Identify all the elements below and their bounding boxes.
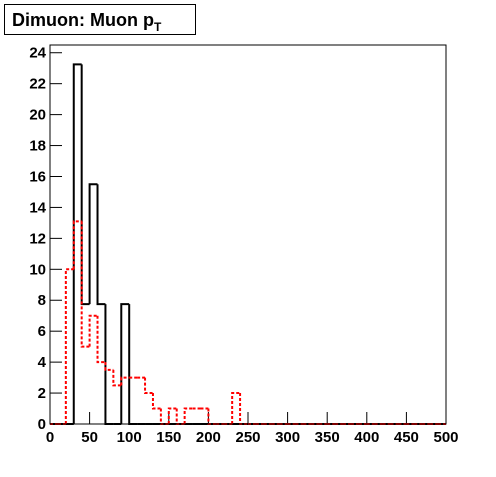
y-tick-label: 18	[29, 138, 46, 155]
axis-frame	[49, 44, 447, 425]
y-tick-label: 0	[38, 416, 46, 433]
x-tick-label: 200	[196, 429, 221, 446]
histogram-bin	[231, 392, 241, 424]
histogram-bin	[167, 407, 177, 424]
y-tick-label: 14	[29, 199, 46, 216]
histogram-bin	[80, 221, 90, 348]
x-tick-label: 350	[315, 429, 340, 446]
x-tick-label: 100	[117, 429, 142, 446]
y-tick-label: 22	[29, 76, 46, 93]
y-tick-label: 16	[29, 168, 46, 185]
histogram-bin	[104, 362, 114, 371]
y-tick-label: 4	[38, 354, 47, 371]
title-main: Dimuon: Muon p	[12, 10, 154, 30]
y-tick-label: 2	[38, 385, 46, 402]
histogram-bin	[64, 268, 74, 424]
histogram-bin	[88, 314, 98, 347]
y-tick-label: 8	[38, 292, 46, 309]
x-tick-label: 150	[156, 429, 181, 446]
histogram-bin	[72, 220, 82, 270]
histogram-bin	[183, 407, 193, 424]
y-tick-label: 20	[29, 107, 46, 124]
y-tick-label: 10	[29, 261, 46, 278]
y-tick-label: 6	[38, 323, 46, 340]
title-box	[4, 4, 196, 35]
x-tick-label: 450	[394, 429, 419, 446]
histogram-bin	[151, 393, 161, 410]
histogram-bin	[88, 183, 98, 305]
histogram-bin	[144, 377, 153, 395]
title-subscript: T	[154, 20, 162, 34]
x-tick-label: 400	[354, 429, 379, 446]
x-tick-label: 50	[81, 429, 98, 446]
histogram-bin	[112, 369, 122, 387]
x-tick-label: 250	[235, 429, 260, 446]
y-tick-label: 12	[29, 230, 46, 247]
histogram-bin	[96, 184, 106, 306]
histogram-bin	[120, 376, 130, 386]
x-tick-label: 500	[433, 429, 458, 446]
x-tick-label: 300	[275, 429, 300, 446]
y-tick-label: 24	[29, 45, 46, 62]
x-tick-label: 0	[46, 429, 54, 446]
chart-title: Dimuon: Muon pT	[12, 10, 162, 34]
histogram-bin	[72, 63, 82, 424]
histogram-bin	[96, 315, 106, 364]
